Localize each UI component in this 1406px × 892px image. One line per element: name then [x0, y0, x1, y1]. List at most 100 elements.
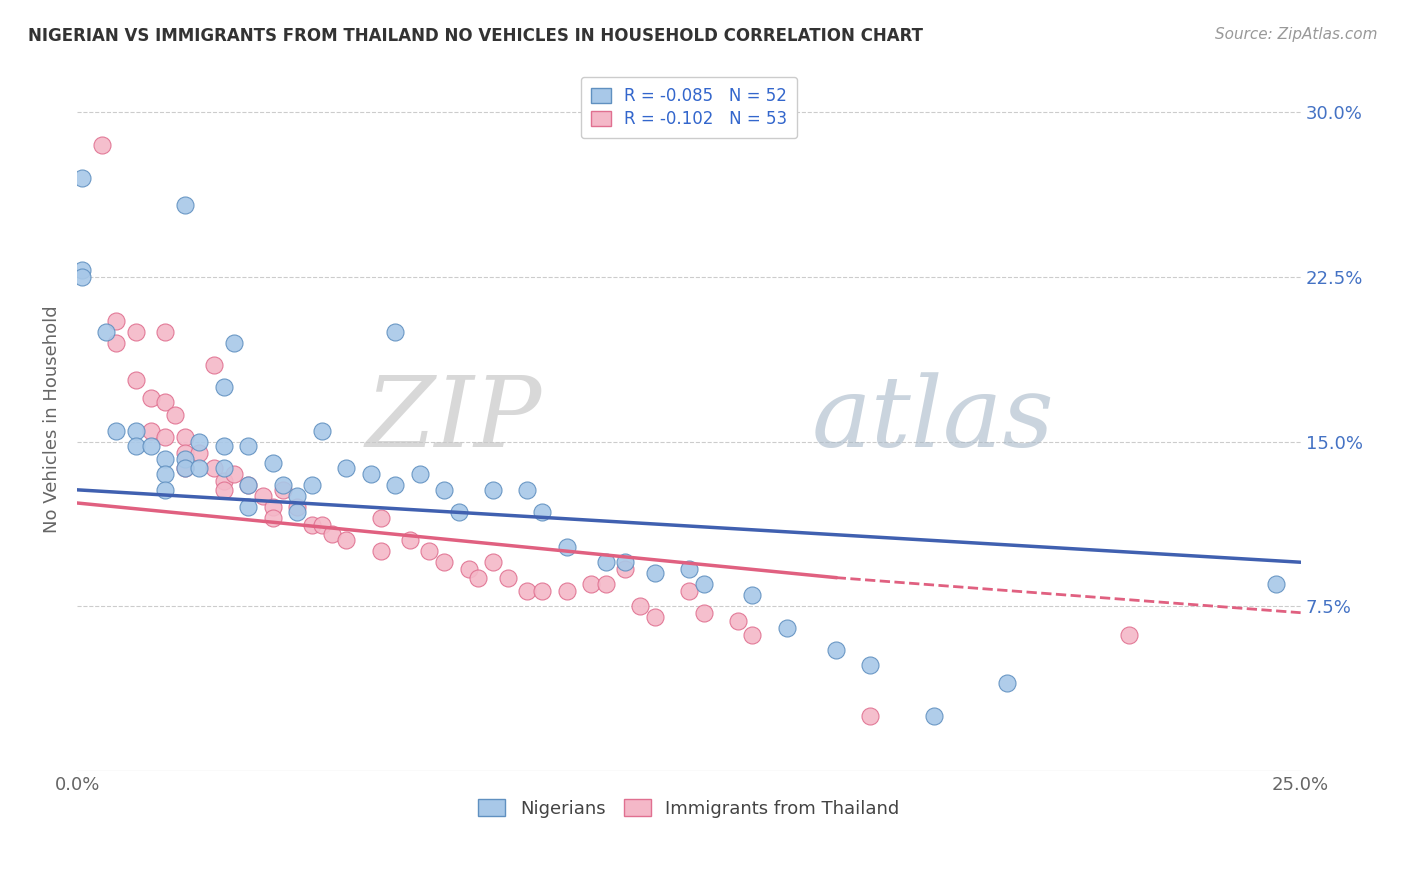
Point [776, 621, 799, 635]
Point [70, 171, 93, 186]
Point [153, 395, 176, 409]
Point [433, 555, 456, 569]
Point [1118, 627, 1140, 641]
Point [271, 478, 294, 492]
Point [252, 490, 274, 504]
Legend: Nigerians, Immigrants from Thailand: Nigerians, Immigrants from Thailand [471, 792, 907, 825]
Point [202, 358, 225, 372]
Y-axis label: No Vehicles in Household: No Vehicles in Household [44, 306, 60, 533]
Point [741, 588, 763, 602]
Point [139, 424, 162, 438]
Point [212, 474, 235, 488]
Point [555, 540, 578, 554]
Point [153, 483, 176, 497]
Point [188, 445, 211, 459]
Point [1265, 577, 1288, 591]
Point [678, 583, 700, 598]
Point [516, 583, 538, 598]
Point [418, 544, 440, 558]
Point [212, 483, 235, 497]
Point [370, 544, 392, 558]
Point [173, 461, 195, 475]
Point [311, 517, 333, 532]
Text: ZIP: ZIP [366, 372, 543, 467]
Point [173, 445, 195, 459]
Point [70, 263, 93, 277]
Point [644, 566, 666, 581]
Point [678, 562, 700, 576]
Point [579, 577, 602, 591]
Point [105, 424, 128, 438]
Point [285, 490, 308, 504]
Point [644, 610, 666, 624]
Point [153, 430, 176, 444]
Point [595, 577, 617, 591]
Point [595, 555, 617, 569]
Text: NIGERIAN VS IMMIGRANTS FROM THAILAND NO VEHICLES IN HOUSEHOLD CORRELATION CHART: NIGERIAN VS IMMIGRANTS FROM THAILAND NO … [28, 27, 924, 45]
Point [173, 430, 195, 444]
Point [741, 627, 763, 641]
Point [238, 500, 260, 515]
Point [335, 461, 357, 475]
Point [311, 424, 333, 438]
Point [222, 467, 245, 482]
Point [399, 533, 422, 548]
Point [271, 483, 294, 497]
Point [824, 643, 846, 657]
Point [188, 434, 211, 449]
Point [173, 452, 195, 467]
Point [105, 335, 128, 350]
Point [496, 571, 519, 585]
Point [433, 483, 456, 497]
Point [482, 555, 505, 569]
Point [105, 314, 128, 328]
Point [90, 138, 112, 153]
Point [321, 526, 343, 541]
Point [96, 325, 118, 339]
Point [301, 478, 323, 492]
Point [212, 439, 235, 453]
Point [692, 577, 714, 591]
Point [125, 373, 148, 387]
Point [202, 461, 225, 475]
Point [727, 615, 749, 629]
Point [301, 517, 323, 532]
Point [173, 461, 195, 475]
Point [188, 461, 211, 475]
Point [212, 461, 235, 475]
Point [859, 709, 882, 723]
Point [285, 500, 308, 515]
Point [125, 439, 148, 453]
Point [153, 452, 176, 467]
Point [125, 424, 148, 438]
Point [370, 511, 392, 525]
Point [457, 562, 479, 576]
Point [692, 606, 714, 620]
Point [516, 483, 538, 497]
Point [262, 511, 284, 525]
Point [238, 478, 260, 492]
Point [125, 325, 148, 339]
Point [859, 658, 882, 673]
Point [614, 562, 637, 576]
Point [531, 505, 554, 519]
Point [163, 408, 186, 422]
Point [408, 467, 430, 482]
Point [238, 478, 260, 492]
Point [447, 505, 470, 519]
Point [222, 335, 245, 350]
Point [384, 325, 406, 339]
Point [628, 599, 651, 614]
Point [384, 478, 406, 492]
Point [335, 533, 357, 548]
Point [70, 270, 93, 285]
Point [153, 325, 176, 339]
Point [360, 467, 382, 482]
Point [139, 391, 162, 405]
Point [285, 505, 308, 519]
Point [995, 676, 1018, 690]
Point [173, 197, 195, 211]
Point [153, 467, 176, 482]
Point [614, 555, 637, 569]
Point [238, 439, 260, 453]
